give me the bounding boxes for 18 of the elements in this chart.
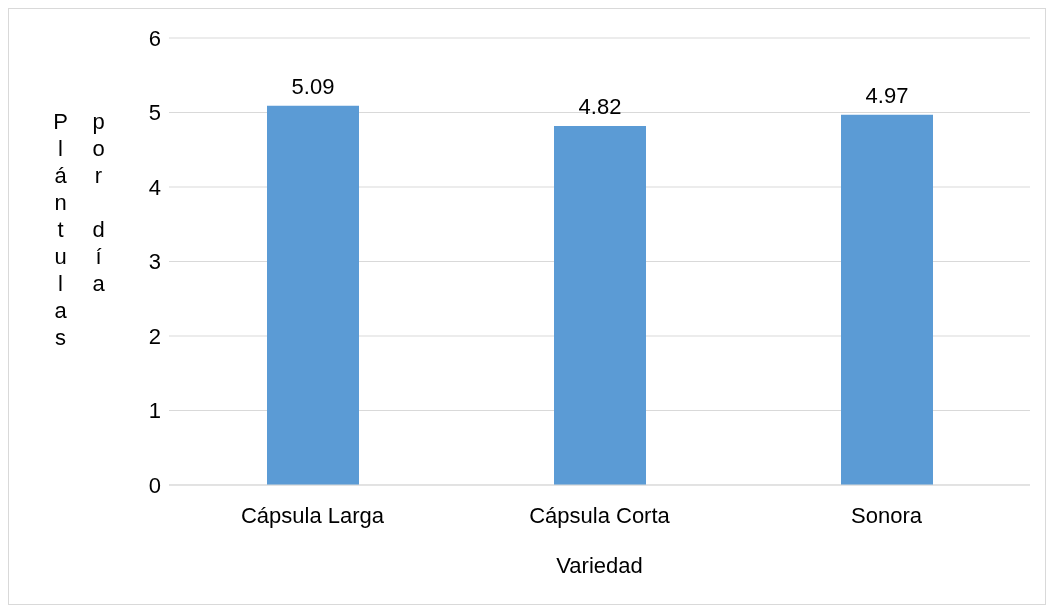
- x-axis-title: Variedad: [556, 553, 643, 578]
- x-tick-label: Sonora: [851, 502, 923, 528]
- y-tick-label: 1: [148, 398, 161, 424]
- bar: [267, 105, 359, 485]
- y-tick-label: 0: [148, 472, 161, 498]
- x-tick-label: Cápsula Corta: [529, 502, 671, 528]
- y-tick-label: 4: [148, 174, 161, 200]
- x-tick-label: Cápsula Larga: [240, 502, 385, 528]
- data-label: 4.82: [578, 93, 622, 119]
- y-tick-label: 2: [148, 323, 161, 349]
- y-tick-label: 3: [148, 249, 161, 275]
- bar: [554, 125, 646, 485]
- y-tick-label: 5: [148, 100, 161, 126]
- bar: [841, 114, 933, 485]
- data-label: 5.09: [291, 73, 335, 99]
- y-tick-label: 6: [148, 25, 161, 51]
- data-label: 4.97: [865, 82, 909, 108]
- y-axis-title: Plántulas por día: [47, 109, 112, 352]
